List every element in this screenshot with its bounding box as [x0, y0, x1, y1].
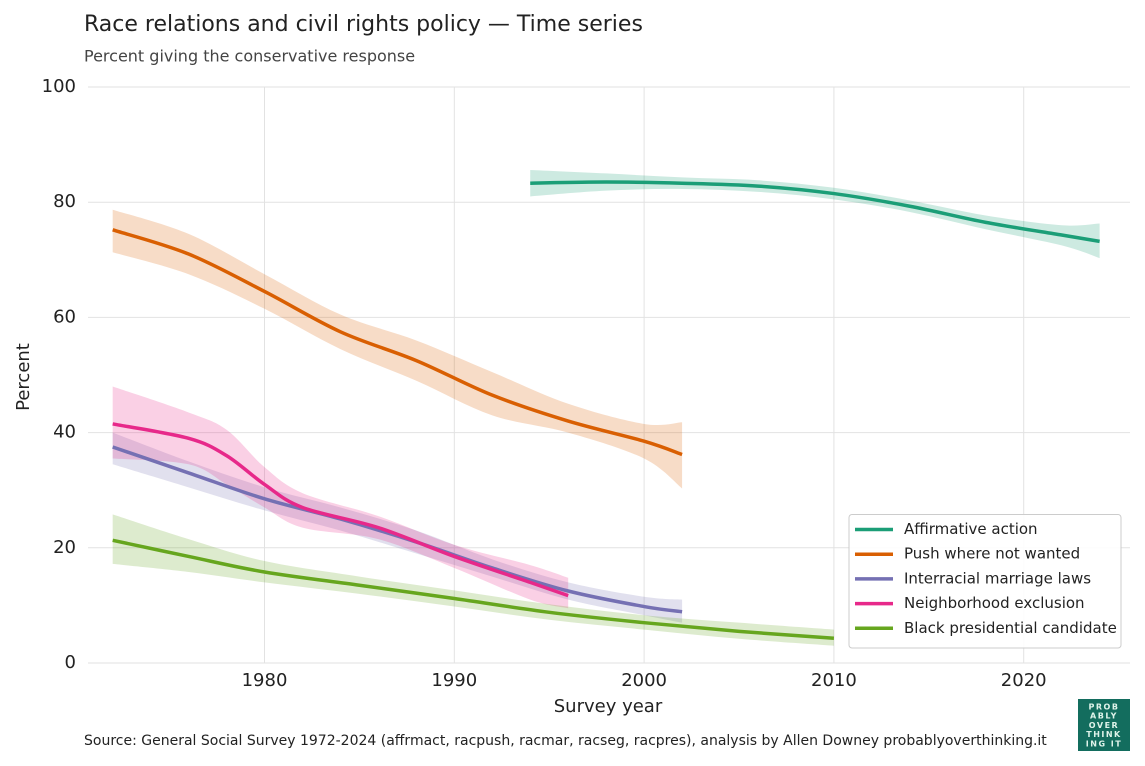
legend-label: Interracial marriage laws	[904, 569, 1091, 587]
logo-text: PROB	[1089, 703, 1120, 712]
series-line	[112, 538, 835, 640]
legend-label: Push where not wanted	[904, 545, 1080, 563]
legend-label: Neighborhood exclusion	[904, 594, 1085, 612]
y-axis-label: Percent	[13, 343, 34, 411]
legend-box	[848, 514, 1122, 649]
x-tick-label: 2000	[621, 670, 667, 691]
y-tick-label: 100	[42, 76, 76, 97]
logo-box	[1078, 699, 1130, 751]
legend-label: Black presidential candidate	[904, 619, 1117, 637]
source-note: Source: General Social Survey 1972-2024 …	[84, 733, 1047, 749]
y-tick-label: 20	[53, 537, 76, 558]
x-axis-label: Survey year	[554, 696, 663, 717]
y-tick-label: 80	[53, 191, 76, 212]
legend: Affirmative action Push where not wanted I…	[848, 514, 1122, 649]
chart-subtitle: Percent giving the conservative response	[84, 47, 415, 66]
logo-text: ABLY	[1090, 712, 1118, 721]
confidence-band	[530, 169, 1100, 259]
y-tick-label: 40	[53, 422, 76, 443]
series-line	[112, 422, 569, 598]
x-tick-label: 1990	[431, 670, 477, 691]
logo-text: THINK	[1086, 730, 1122, 739]
chart-title: Race relations and civil rights policy —…	[84, 12, 643, 37]
x-tick-label: 1980	[242, 670, 288, 691]
confidence-band	[112, 386, 569, 609]
y-tick-label: 60	[53, 306, 76, 327]
x-tick-label: 2010	[811, 670, 857, 691]
legend-label: Affirmative action	[904, 520, 1038, 538]
confidence-band	[112, 209, 683, 489]
series-line	[112, 228, 683, 457]
confidence-band	[112, 432, 683, 623]
x-tick-label: 2020	[1001, 670, 1047, 691]
confidence-band	[112, 514, 834, 646]
logo-text: ING IT	[1086, 739, 1122, 748]
y-tick-label: 0	[65, 652, 76, 673]
series-line	[530, 180, 1100, 244]
logo-text: OVER	[1089, 721, 1119, 730]
